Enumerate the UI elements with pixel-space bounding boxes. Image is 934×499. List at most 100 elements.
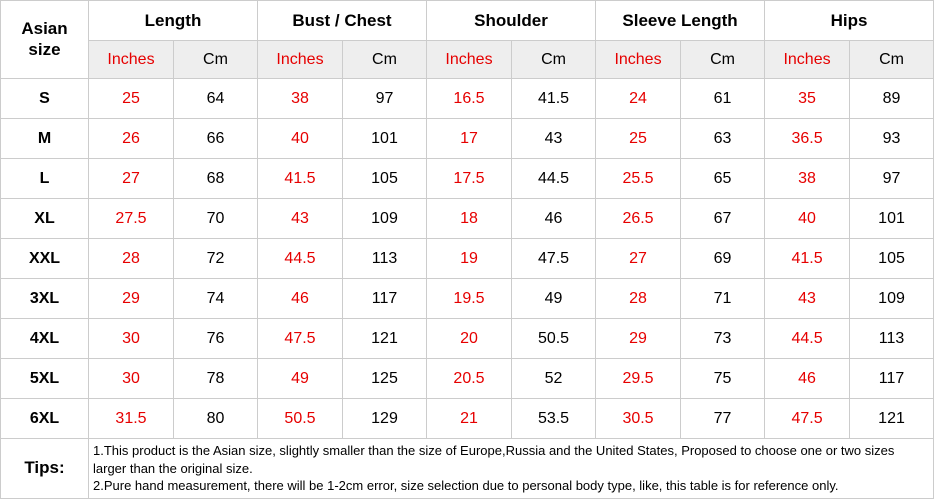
measurement-value: 47.5 bbox=[257, 318, 343, 359]
measurement-value: 53.5 bbox=[510, 398, 597, 439]
measurement-value: 41.5 bbox=[257, 158, 343, 199]
measurement-value: 40 bbox=[764, 198, 851, 239]
size-label: XXL bbox=[0, 238, 89, 279]
unit-header-cm: Cm bbox=[342, 40, 427, 79]
measurement-value: 97 bbox=[849, 158, 934, 199]
measurement-value: 18 bbox=[426, 198, 512, 239]
measurement-value: 29 bbox=[88, 278, 174, 319]
measurement-value: 74 bbox=[173, 278, 258, 319]
measurement-value: 52 bbox=[510, 358, 597, 399]
size-label: 6XL bbox=[0, 398, 89, 439]
measurement-value: 78 bbox=[173, 358, 258, 399]
measurement-value: 121 bbox=[849, 398, 934, 439]
measurement-value: 30 bbox=[88, 318, 174, 359]
measurement-value: 43 bbox=[257, 198, 343, 239]
measurement-value: 44.5 bbox=[764, 318, 851, 359]
measurement-value: 25 bbox=[88, 78, 174, 119]
measurement-value: 80 bbox=[173, 398, 258, 439]
unit-header-inches: Inches bbox=[764, 40, 851, 79]
unit-header-row: Inches Cm Inches Cm Inches Cm Inches Cm Inches Cm bbox=[1, 40, 934, 79]
measurement-value: 27.5 bbox=[88, 198, 174, 239]
group-header-hips: Hips bbox=[764, 0, 934, 41]
measurement-value: 44.5 bbox=[510, 158, 597, 199]
measurement-value: 65 bbox=[680, 158, 766, 199]
group-header-length: Length bbox=[88, 0, 258, 41]
unit-header-cm: Cm bbox=[680, 40, 766, 79]
measurement-value: 50.5 bbox=[510, 318, 597, 359]
measurement-value: 38 bbox=[764, 158, 851, 199]
unit-header-cm: Cm bbox=[173, 40, 258, 79]
measurement-value: 43 bbox=[764, 278, 851, 319]
group-header-bust-chest: Bust / Chest bbox=[257, 0, 427, 41]
table-row: M 26 66 40 101 17 43 25 63 36.5 93 bbox=[0, 118, 934, 159]
measurement-value: 47.5 bbox=[764, 398, 851, 439]
unit-header-cm: Cm bbox=[510, 40, 597, 79]
measurement-value: 68 bbox=[173, 158, 258, 199]
measurement-value: 47.5 bbox=[510, 238, 597, 279]
measurement-value: 41.5 bbox=[764, 238, 851, 279]
table-row: S 25 64 38 97 16.5 41.5 24 61 35 89 bbox=[0, 78, 934, 119]
measurement-value: 35 bbox=[764, 78, 851, 119]
measurement-value: 71 bbox=[680, 278, 766, 319]
measurement-value: 25.5 bbox=[595, 158, 682, 199]
group-header-sleeve-length: Sleeve Length bbox=[595, 0, 766, 41]
measurement-value: 109 bbox=[849, 278, 934, 319]
measurement-value: 101 bbox=[849, 198, 934, 239]
measurement-value: 46 bbox=[257, 278, 343, 319]
measurement-value: 75 bbox=[680, 358, 766, 399]
unit-header-cm: Cm bbox=[849, 40, 934, 79]
table-row: L 27 68 41.5 105 17.5 44.5 25.5 65 38 97 bbox=[0, 158, 934, 199]
measurement-value: 31.5 bbox=[88, 398, 174, 439]
measurement-value: 40 bbox=[257, 118, 343, 159]
measurement-value: 117 bbox=[849, 358, 934, 399]
measurement-value: 26 bbox=[88, 118, 174, 159]
measurement-value: 44.5 bbox=[257, 238, 343, 279]
measurement-value: 76 bbox=[173, 318, 258, 359]
measurement-value: 17 bbox=[426, 118, 512, 159]
measurement-value: 25 bbox=[595, 118, 682, 159]
measurement-value: 49 bbox=[510, 278, 597, 319]
measurement-value: 70 bbox=[173, 198, 258, 239]
group-header-row: Asian size Length Bust / Chest Shoulder … bbox=[0, 0, 934, 79]
measurement-value: 41.5 bbox=[510, 78, 597, 119]
measurement-value: 73 bbox=[680, 318, 766, 359]
measurement-value: 28 bbox=[88, 238, 174, 279]
table-row: XXL 28 72 44.5 113 19 47.5 27 69 41.5 105 bbox=[0, 238, 934, 279]
measurement-value: 121 bbox=[342, 318, 427, 359]
size-label: S bbox=[0, 78, 89, 119]
measurement-value: 17.5 bbox=[426, 158, 512, 199]
measurement-value: 36.5 bbox=[764, 118, 851, 159]
measurement-value: 97 bbox=[342, 78, 427, 119]
measurement-value: 89 bbox=[849, 78, 934, 119]
measurement-value: 66 bbox=[173, 118, 258, 159]
tips-line-2: 2.Pure hand measurement, there will be 1… bbox=[93, 478, 839, 494]
unit-header-inches: Inches bbox=[426, 40, 512, 79]
measurement-value: 20.5 bbox=[426, 358, 512, 399]
measurement-value: 125 bbox=[342, 358, 427, 399]
measurement-value: 28 bbox=[595, 278, 682, 319]
measurement-value: 129 bbox=[342, 398, 427, 439]
measurement-value: 20 bbox=[426, 318, 512, 359]
measurement-value: 29.5 bbox=[595, 358, 682, 399]
measurement-value: 19.5 bbox=[426, 278, 512, 319]
measurement-value: 21 bbox=[426, 398, 512, 439]
measurement-value: 113 bbox=[849, 318, 934, 359]
table-row: XL 27.5 70 43 109 18 46 26.5 67 40 101 bbox=[0, 198, 934, 239]
size-label: 5XL bbox=[0, 358, 89, 399]
measurement-value: 109 bbox=[342, 198, 427, 239]
measurement-value: 69 bbox=[680, 238, 766, 279]
measurement-value: 50.5 bbox=[257, 398, 343, 439]
group-header-shoulder: Shoulder bbox=[425, 0, 597, 41]
measurement-value: 113 bbox=[342, 238, 427, 279]
unit-header-inches: Inches bbox=[257, 40, 343, 79]
tips-label: Tips: bbox=[0, 438, 89, 499]
table-row: 5XL 30 78 49 125 20.5 52 29.5 75 46 117 bbox=[0, 358, 934, 399]
measurement-value: 30 bbox=[88, 358, 174, 399]
measurement-value: 101 bbox=[342, 118, 427, 159]
tips-text: 1.This product is the Asian size, slight… bbox=[87, 438, 934, 499]
measurement-value: 61 bbox=[680, 78, 766, 119]
size-label: XL bbox=[0, 198, 89, 239]
measurement-value: 49 bbox=[257, 358, 343, 399]
measurement-value: 38 bbox=[257, 78, 343, 119]
